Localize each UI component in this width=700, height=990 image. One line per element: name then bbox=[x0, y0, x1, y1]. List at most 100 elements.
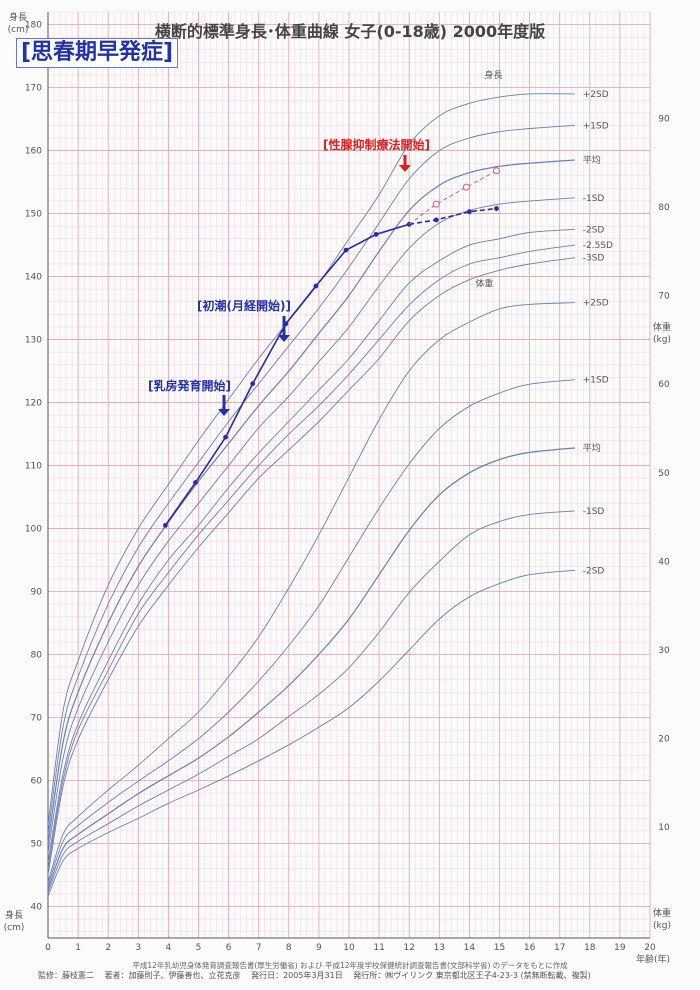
weight-tick-label: 40 bbox=[658, 557, 670, 567]
weight-curve-4 bbox=[47, 569, 575, 897]
height-curve-4 bbox=[47, 228, 575, 863]
height-curve-3 bbox=[47, 197, 575, 854]
height-curve-label-2: 平均 bbox=[583, 154, 601, 166]
x-tick-label: 5 bbox=[196, 943, 202, 953]
patient-height-point bbox=[343, 247, 349, 253]
height-tick-label: 140 bbox=[25, 273, 42, 283]
weight-curve-3 bbox=[47, 510, 575, 893]
predicted-height-point bbox=[432, 200, 440, 208]
x-tick-label: 12 bbox=[403, 943, 414, 953]
breast-arrow-head bbox=[218, 409, 230, 416]
weight-tick-label: 30 bbox=[658, 646, 670, 656]
weight-tick-label: 80 bbox=[658, 203, 670, 213]
predicted-height-point bbox=[492, 167, 500, 175]
patient-height-point bbox=[162, 522, 168, 528]
age-axis-label: 年齢(年) bbox=[636, 953, 670, 965]
height-tick-label: 180 bbox=[25, 21, 42, 31]
height-axis-top-label: 身長 bbox=[9, 11, 27, 23]
height-tick-label: 100 bbox=[25, 525, 42, 535]
patient-height-dashed-line bbox=[409, 207, 497, 226]
weight-axis-top-unit: (kg) bbox=[653, 335, 671, 345]
weight-curve-label-1: +1SD bbox=[583, 376, 609, 386]
height-tick-label: 150 bbox=[25, 210, 42, 220]
weight-tick-label: 20 bbox=[658, 735, 670, 745]
weight-curve-label-3: -1SD bbox=[583, 507, 605, 517]
patient-series bbox=[162, 167, 500, 528]
weight-tick-label: 60 bbox=[658, 380, 670, 390]
x-tick-label: 1 bbox=[75, 943, 81, 953]
patient-height-point bbox=[373, 231, 379, 237]
height-percentile-curves bbox=[47, 93, 575, 876]
weight-curve-1 bbox=[47, 379, 575, 886]
patient-height-point bbox=[494, 206, 499, 211]
x-tick-label: 16 bbox=[524, 943, 536, 953]
patient-height-point bbox=[223, 434, 228, 440]
axis-ticks: 0 1 2 3 4 5 6 7 8 9 10 11 12 13 14 15 16 17 18 19 2040506070… bbox=[4, 11, 671, 965]
height-curve-6 bbox=[47, 257, 575, 876]
height-tick-label: 90 bbox=[31, 588, 43, 598]
x-tick-label: 3 bbox=[135, 943, 141, 953]
weight-curve-label-0: +2SD bbox=[583, 299, 609, 309]
weight-axis-bottom-label: 体重 bbox=[653, 907, 671, 919]
weight-percentile-curves bbox=[47, 302, 575, 897]
height-curve-label-3: -1SD bbox=[583, 194, 605, 204]
height-axis-bottom-unit: (cm) bbox=[4, 923, 25, 933]
height-curve-label-4: -2SD bbox=[583, 225, 605, 235]
x-tick-label: 4 bbox=[166, 943, 172, 953]
chart-title: 横断的標準身長･体重曲線 女子(0-18歳) 2000年度版 bbox=[154, 22, 546, 41]
weight-group-label: 体重 bbox=[475, 278, 493, 290]
x-tick-label: 20 bbox=[644, 943, 656, 953]
x-tick-label: 13 bbox=[434, 943, 445, 953]
weight-axis-bottom-unit: (kg) bbox=[653, 921, 671, 931]
chart-subtitle: [思春期早発症] bbox=[16, 38, 179, 68]
height-tick-label: 110 bbox=[25, 462, 42, 472]
credits-note: 監修：藤枝憲二 著者：加藤則子、伊藤善也、立花克彦 発行日：2005年3月31日… bbox=[38, 971, 591, 980]
height-curve-5 bbox=[47, 244, 575, 869]
predicted-height-line bbox=[408, 170, 497, 225]
x-tick-label: 18 bbox=[584, 943, 596, 953]
x-tick-label: 0 bbox=[45, 943, 51, 953]
predicted-height-point bbox=[462, 183, 470, 191]
patient-height-point bbox=[250, 381, 256, 387]
weight-tick-label: 90 bbox=[658, 114, 670, 124]
patient-height-point bbox=[193, 480, 198, 485]
height-curve-1 bbox=[47, 124, 575, 835]
weight-tick-label: 50 bbox=[658, 469, 670, 479]
annotation-menarche: [初潮(月経開始)] bbox=[197, 299, 291, 313]
curve-labels: +2SD +1SD 平均 -1SD -2SD -2.5SD -3SD +2SD +1SD 平均 -1… bbox=[475, 69, 613, 576]
annotation-therapy-start: [性腺抑制療法開始] bbox=[323, 138, 430, 152]
x-tick-label: 10 bbox=[343, 943, 355, 953]
height-tick-label: 160 bbox=[25, 147, 42, 157]
height-curve-label-1: +1SD bbox=[583, 121, 609, 131]
height-tick-label: 130 bbox=[25, 336, 42, 346]
weight-tick-label: 70 bbox=[658, 292, 670, 302]
annotation-arrows bbox=[218, 155, 411, 416]
height-curve-label-6: -3SD bbox=[583, 254, 605, 264]
height-tick-label: 40 bbox=[31, 903, 43, 913]
weight-curve-0 bbox=[47, 302, 575, 883]
weight-curve-2 bbox=[47, 447, 575, 890]
x-tick-label: 6 bbox=[226, 943, 232, 953]
x-tick-label: 14 bbox=[464, 943, 476, 953]
height-curve-2 bbox=[47, 159, 575, 844]
x-tick-label: 19 bbox=[614, 943, 626, 953]
height-tick-label: 70 bbox=[31, 714, 43, 724]
x-tick-label: 8 bbox=[286, 943, 292, 953]
height-curve-0 bbox=[47, 93, 575, 825]
grid-major bbox=[47, 12, 651, 939]
height-tick-label: 80 bbox=[31, 651, 43, 661]
x-tick-label: 9 bbox=[316, 943, 322, 953]
weight-curve-label-2: 平均 bbox=[583, 442, 601, 454]
patient-height-point bbox=[313, 283, 319, 289]
menarche-arrow-head bbox=[278, 335, 290, 342]
height-tick-label: 120 bbox=[25, 399, 42, 409]
height-tick-label: 170 bbox=[25, 84, 42, 94]
source-note: 平成12年乳幼児身体発育調査報告書(厚生労働省) および 平成12年度学校保健統… bbox=[132, 961, 568, 970]
patient-height-line bbox=[164, 223, 410, 526]
weight-tick-label: 10 bbox=[658, 823, 670, 833]
patient-height-point bbox=[433, 217, 439, 223]
x-tick-label: 17 bbox=[554, 943, 565, 953]
x-tick-label: 7 bbox=[256, 943, 262, 953]
height-axis-top-unit: (cm) bbox=[8, 25, 29, 35]
